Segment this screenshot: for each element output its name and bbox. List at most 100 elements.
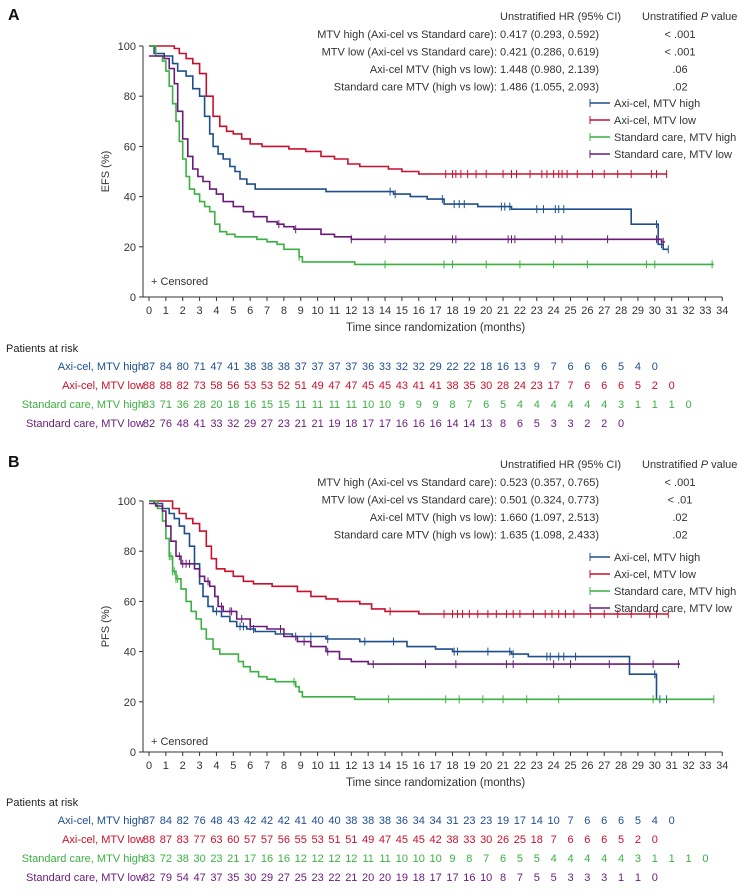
p-value: .02 (672, 512, 687, 524)
risk-count: 4 (534, 399, 540, 411)
risk-count: 10 (548, 815, 560, 827)
risk-count: 88 (160, 380, 172, 392)
risk-count: 33 (210, 418, 222, 430)
x-tick-label: 32 (682, 760, 694, 772)
risk-count: 38 (345, 815, 357, 827)
risk-count: 10 (480, 872, 492, 884)
y-tick-label: 40 (124, 647, 136, 659)
risk-count: 1 (635, 872, 641, 884)
risk-count: 49 (362, 834, 374, 846)
risk-count: 9 (399, 399, 405, 411)
x-tick-label: 7 (264, 760, 270, 772)
risk-count: 4 (652, 815, 658, 827)
x-tick-label: 22 (514, 760, 526, 772)
survival-curve (149, 500, 662, 701)
hr-value: 0.523 (0.357, 0.765) (500, 477, 599, 489)
survival-curve (149, 502, 681, 665)
x-tick-label: 29 (632, 305, 644, 317)
risk-count: 6 (567, 834, 573, 846)
risk-count: 17 (379, 418, 391, 430)
x-tick-label: 10 (311, 305, 323, 317)
survival-curve (149, 500, 714, 701)
risk-count: 8 (449, 399, 455, 411)
y-axis-label: PFS (%) (100, 606, 112, 648)
risk-count: 55 (295, 834, 307, 846)
risk-count: 35 (227, 872, 239, 884)
hr-row-label: MTV low (Axi-cel vs Standard care): (322, 495, 497, 507)
risk-count: 80 (177, 361, 189, 373)
x-tick-label: 28 (615, 760, 627, 772)
risk-count: 0 (669, 380, 675, 392)
hr-value: 1.486 (1.055, 2.093) (500, 82, 599, 94)
risk-count: 4 (551, 853, 557, 865)
risk-count: 41 (413, 380, 425, 392)
y-tick-label: 80 (124, 91, 136, 103)
hr-row-label: Axi-cel MTV (high vs low): (370, 64, 497, 76)
risk-count: 27 (278, 872, 290, 884)
x-tick-label: 0 (146, 305, 152, 317)
risk-count: 12 (345, 853, 357, 865)
y-tick-label: 20 (124, 697, 136, 709)
p-value: < .001 (665, 29, 696, 41)
risk-count: 38 (278, 361, 290, 373)
survival-curve (149, 55, 665, 243)
risk-count: 41 (429, 380, 441, 392)
risk-count: 38 (379, 815, 391, 827)
risk-count: 14 (463, 418, 475, 430)
risk-count: 5 (635, 380, 641, 392)
x-tick-label: 18 (446, 305, 458, 317)
risk-count: 6 (618, 380, 624, 392)
legend-label: Axi-cel, MTV high (614, 98, 700, 110)
risk-count: 31 (446, 815, 458, 827)
risk-count: 6 (584, 361, 590, 373)
risk-count: 47 (193, 872, 205, 884)
risk-table-title: Patients at risk (6, 797, 79, 809)
risk-count: 57 (244, 834, 256, 846)
risk-count: 5 (534, 872, 540, 884)
risk-count: 87 (143, 361, 155, 373)
hr-header: Unstratified HR (95% CI) (500, 11, 621, 23)
risk-count: 17 (514, 815, 526, 827)
risk-count: 21 (295, 418, 307, 430)
y-tick-label: 0 (130, 292, 136, 304)
x-tick-label: 2 (180, 760, 186, 772)
risk-count: 23 (278, 418, 290, 430)
risk-count: 17 (446, 872, 458, 884)
risk-count: 4 (517, 399, 523, 411)
x-tick-label: 7 (264, 305, 270, 317)
p-header-suffix: value (708, 11, 737, 23)
risk-count: 19 (497, 815, 509, 827)
x-tick-label: 0 (146, 760, 152, 772)
x-tick-label: 1 (163, 305, 169, 317)
risk-count: 71 (160, 399, 172, 411)
risk-count: 49 (311, 380, 323, 392)
hr-row-label: MTV low (Axi-cel vs Standard care): (322, 47, 497, 59)
y-tick-label: 20 (124, 242, 136, 254)
x-tick-label: 31 (666, 760, 678, 772)
risk-count: 12 (295, 853, 307, 865)
risk-count: 29 (429, 361, 441, 373)
risk-count: 16 (244, 399, 256, 411)
risk-count: 0 (669, 815, 675, 827)
risk-count: 16 (413, 418, 425, 430)
risk-count: 37 (328, 361, 340, 373)
risk-count: 5 (534, 418, 540, 430)
p-header-suffix: value (708, 459, 737, 471)
risk-count: 4 (601, 399, 607, 411)
legend-label: Standard care, MTV high (614, 132, 736, 144)
y-tick-label: 80 (124, 546, 136, 558)
y-tick-label: 40 (124, 192, 136, 204)
risk-count: 16 (463, 872, 475, 884)
hr-value: 1.448 (0.980, 2.139) (500, 64, 599, 76)
risk-count: 7 (517, 872, 523, 884)
x-tick-label: 19 (463, 760, 475, 772)
risk-count: 57 (261, 834, 273, 846)
y-tick-label: 0 (130, 747, 136, 759)
risk-row-label: Axi-cel, MTV low (62, 380, 144, 392)
x-tick-label: 17 (429, 305, 441, 317)
y-tick-label: 100 (118, 41, 136, 53)
risk-count: 4 (567, 853, 573, 865)
risk-row-label: Standard care, MTV high (22, 853, 144, 865)
risk-count: 10 (413, 853, 425, 865)
x-tick-label: 25 (564, 760, 576, 772)
